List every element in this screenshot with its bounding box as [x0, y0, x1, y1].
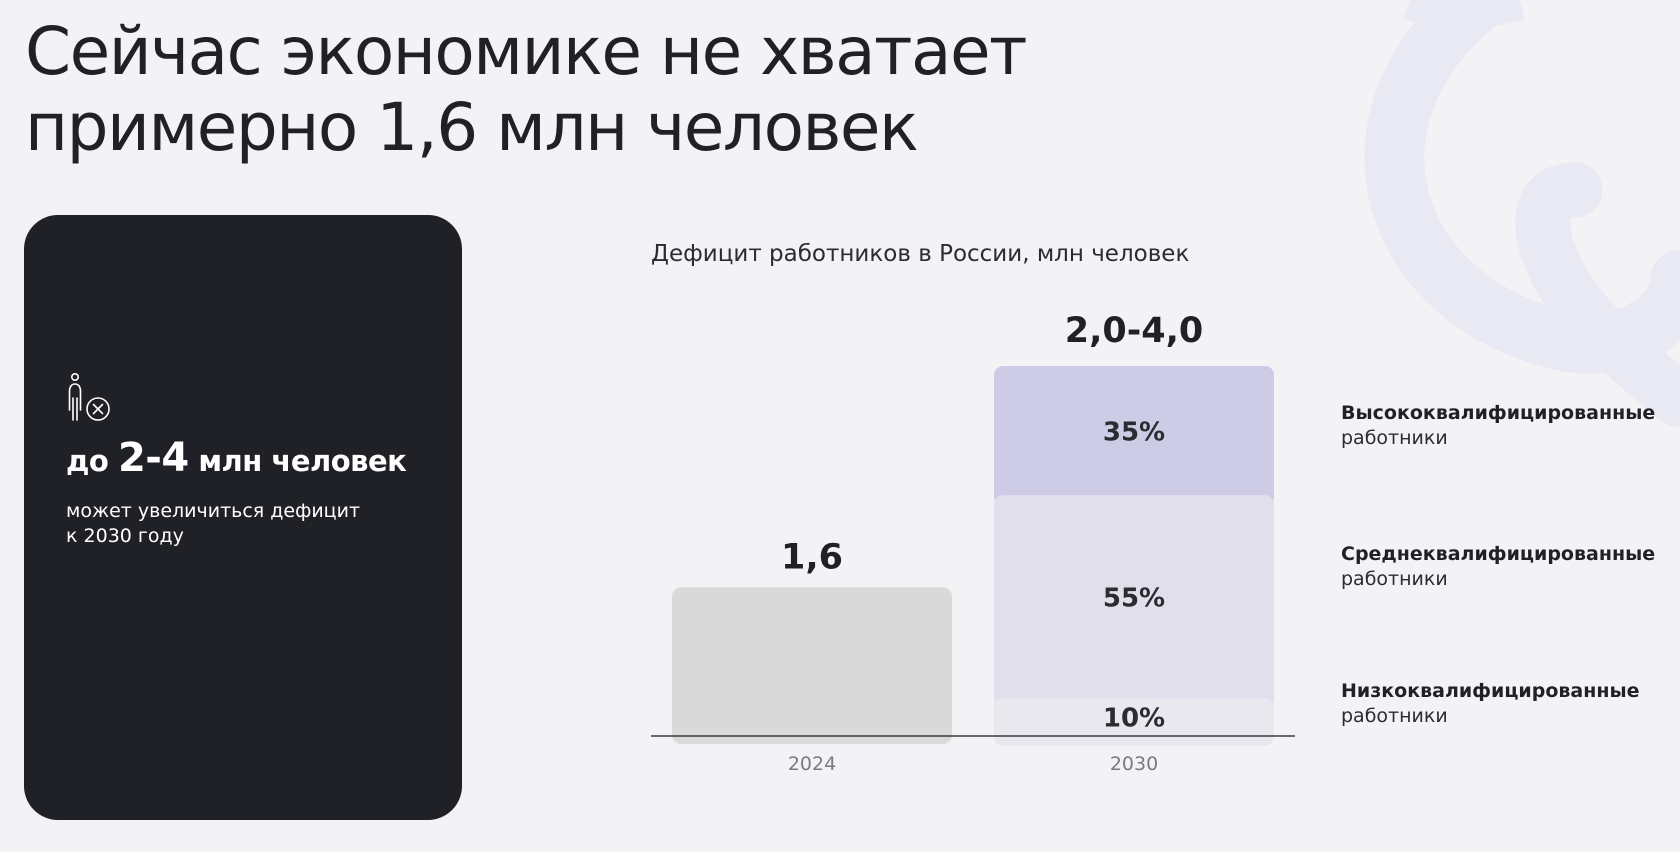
legend-sublabel-high: работники — [1341, 427, 1448, 449]
stat-headline: до 2-4 млн человек — [66, 435, 407, 481]
stat-prefix: до — [66, 444, 109, 478]
stat-suffix: млн человек — [198, 444, 407, 478]
page-title: Сейчас экономике не хватает примерно 1,6… — [25, 13, 1028, 166]
legend-sublabel-mid: работники — [1341, 568, 1448, 590]
bar-2030-segment-mid — [994, 495, 1274, 710]
stat-description-line-1: может увеличиться дефицит — [66, 500, 361, 522]
bar-2030-segment-high-label: 35% — [1103, 418, 1165, 448]
bar-2024 — [672, 587, 952, 744]
page-title-line-2: примерно 1,6 млн человек — [25, 89, 919, 166]
person-cross-icon — [68, 372, 110, 421]
legend-label-low: Низкоквалифицированные — [1341, 680, 1640, 702]
x-tick-label-2024: 2024 — [788, 753, 836, 775]
bar-2030-segment-mid-label: 55% — [1103, 584, 1165, 614]
legend-sublabel-low: работники — [1341, 705, 1448, 727]
bar-2030-segment-low — [994, 698, 1274, 746]
x-tick-label-2030: 2030 — [1110, 753, 1158, 775]
stat-description-line-2: к 2030 году — [66, 525, 184, 547]
legend-item-low: Низкоквалифицированные работники — [1341, 679, 1640, 729]
legend-item-mid: Среднеквалифицированные работники — [1341, 542, 1655, 592]
stat-value: 2-4 — [117, 435, 189, 481]
legend-label-high: Высококвалифицированные — [1341, 402, 1656, 424]
bar-value-label-2030: 2,0-4,0 — [1065, 311, 1204, 351]
legend-label-mid: Среднеквалифицированные — [1341, 543, 1656, 565]
stat-description: может увеличиться дефицит к 2030 году — [66, 499, 396, 549]
bar-2030-segment-high — [994, 366, 1274, 507]
bar-2030-segment-low-label: 10% — [1103, 704, 1165, 734]
chart-title: Дефицит работников в России, млн человек — [651, 241, 1190, 267]
legend-item-high: Высококвалифицированные работники — [1341, 401, 1655, 451]
bar-value-label-2024: 1,6 — [781, 537, 843, 577]
page-title-line-1: Сейчас экономике не хватает — [25, 13, 1028, 90]
stat-card: до 2-4 млн человек может увеличиться деф… — [24, 215, 462, 820]
